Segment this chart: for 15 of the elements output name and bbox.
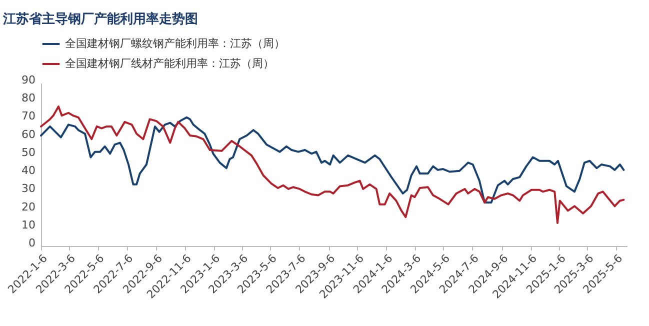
legend-label: 全国建材钢厂螺纹钢产能利用率：江苏（周） xyxy=(65,37,285,50)
y-tick-label: 90 xyxy=(22,74,36,86)
chart-title: 江苏省主导钢厂产能利用率走势图 xyxy=(2,11,198,27)
legend-label: 全国建材钢厂线材产能利用率：江苏（周） xyxy=(65,57,274,70)
y-tick-label: 40 xyxy=(22,164,36,178)
y-tick-label: 30 xyxy=(22,182,36,196)
y-tick-label: 10 xyxy=(22,218,36,232)
y-tick-label: 50 xyxy=(22,146,36,159)
line-series xyxy=(40,116,625,204)
y-tick-label: 0 xyxy=(28,236,36,250)
y-tick-label: 60 xyxy=(22,128,36,141)
y-tick-label: 70 xyxy=(22,110,36,123)
y-tick-label: 20 xyxy=(22,200,36,214)
y-tick-label: 80 xyxy=(22,92,36,105)
line-series xyxy=(40,106,625,224)
